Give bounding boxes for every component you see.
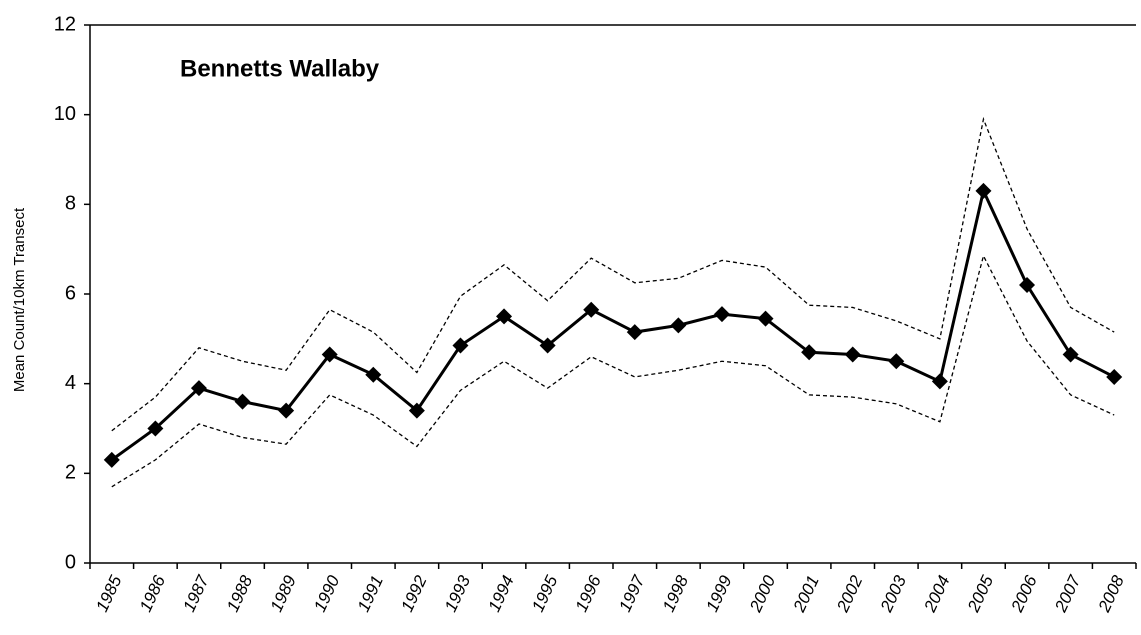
point-marker: [365, 366, 382, 383]
point-marker: [278, 402, 295, 419]
x-tick-label: 2007: [1051, 572, 1085, 616]
x-tick-label: 1995: [528, 572, 561, 615]
point-marker: [452, 337, 469, 354]
x-tick-label: 1985: [92, 572, 125, 615]
point-marker: [1106, 368, 1123, 385]
x-tick-label: 1989: [267, 572, 300, 615]
point-marker: [103, 451, 120, 468]
series-line: [111, 116, 1115, 432]
x-tick-label: 1988: [223, 572, 256, 615]
point-marker: [931, 373, 948, 390]
x-tick-label: 1991: [354, 573, 387, 615]
x-tick-label: 1986: [136, 572, 169, 615]
point-marker: [888, 353, 905, 370]
x-tick-label: 1994: [485, 573, 518, 615]
point-marker: [496, 308, 513, 325]
x-tick-label: 2003: [876, 572, 910, 616]
x-tick-label: 2004: [920, 573, 954, 616]
point-marker: [801, 344, 818, 361]
point-marker: [757, 310, 774, 327]
x-tick-label: 2001: [789, 573, 823, 616]
chart-title: Bennetts Wallaby: [180, 55, 380, 82]
y-tick-label: 12: [54, 13, 76, 35]
x-tick-label: 2006: [1007, 572, 1041, 616]
point-marker: [844, 346, 861, 363]
point-marker: [147, 420, 164, 437]
y-tick-label: 4: [65, 372, 76, 394]
y-tick-label: 10: [54, 103, 76, 125]
point-marker: [234, 393, 251, 410]
point-marker: [408, 402, 425, 419]
point-marker: [626, 324, 643, 341]
point-marker: [975, 182, 992, 199]
series-line: [111, 254, 1115, 488]
y-tick-label: 6: [65, 282, 76, 304]
y-tick-label: 8: [65, 193, 76, 215]
point-marker: [713, 306, 730, 323]
x-tick-label: 1996: [572, 572, 605, 615]
point-marker: [583, 301, 600, 318]
y-axis-label: Mean Count/10km Transect: [11, 207, 28, 392]
point-marker: [190, 380, 207, 397]
point-marker: [1062, 346, 1079, 363]
x-tick-label: 2008: [1094, 572, 1128, 616]
series-line: [110, 186, 1115, 462]
x-tick-label: 2002: [833, 572, 867, 616]
point-marker: [670, 317, 687, 334]
x-tick-label: 2000: [746, 572, 780, 616]
x-tick-label: 2005: [964, 572, 998, 616]
point-marker: [539, 337, 556, 354]
x-tick-label: 1999: [702, 572, 735, 615]
point-marker: [1019, 277, 1036, 294]
x-tick-label: 1997: [615, 572, 648, 615]
y-tick-label: 0: [65, 551, 76, 573]
x-tick-label: 1987: [179, 572, 212, 615]
point-marker: [321, 346, 338, 363]
x-tick-label: 1990: [310, 572, 343, 615]
x-tick-label: 1993: [441, 572, 474, 615]
x-tick-label: 1998: [659, 572, 692, 615]
y-tick-label: 2: [65, 462, 76, 484]
x-tick-label: 1992: [397, 572, 430, 615]
